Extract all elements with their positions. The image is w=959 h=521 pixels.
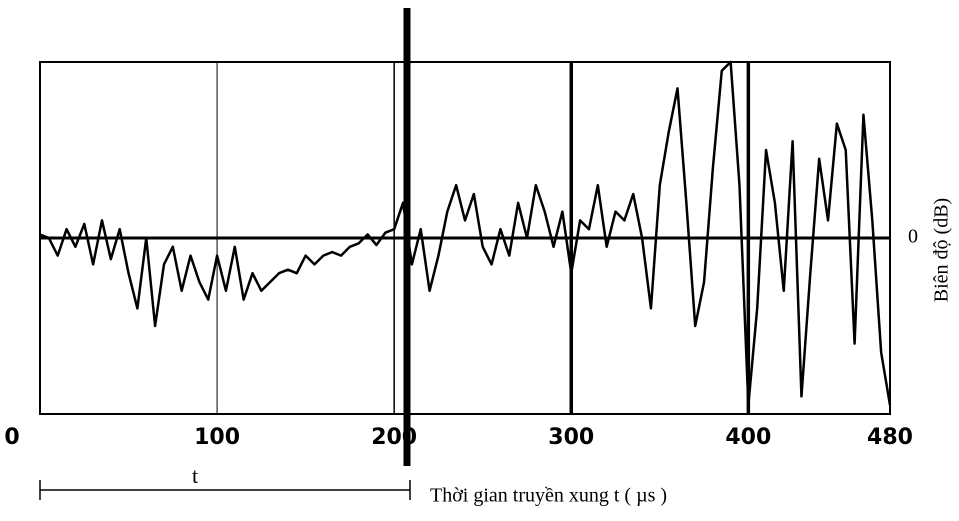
x-axis-label: Thời gian truyền xung t ( µs ) bbox=[430, 485, 667, 507]
x-tick-label: 480 bbox=[867, 425, 913, 450]
x-tick-label: 0 bbox=[4, 425, 19, 450]
waveform bbox=[39, 60, 892, 407]
y-tick-label: 0 bbox=[908, 226, 918, 248]
x-tick-label: 200 bbox=[371, 425, 417, 450]
x-tick-label: 100 bbox=[194, 425, 240, 450]
x-tick-label: 400 bbox=[725, 425, 771, 450]
x-tick-label: 300 bbox=[548, 425, 594, 450]
y-axis-label: Biên độ (dB) bbox=[931, 198, 953, 302]
annotation: t bbox=[192, 463, 198, 488]
